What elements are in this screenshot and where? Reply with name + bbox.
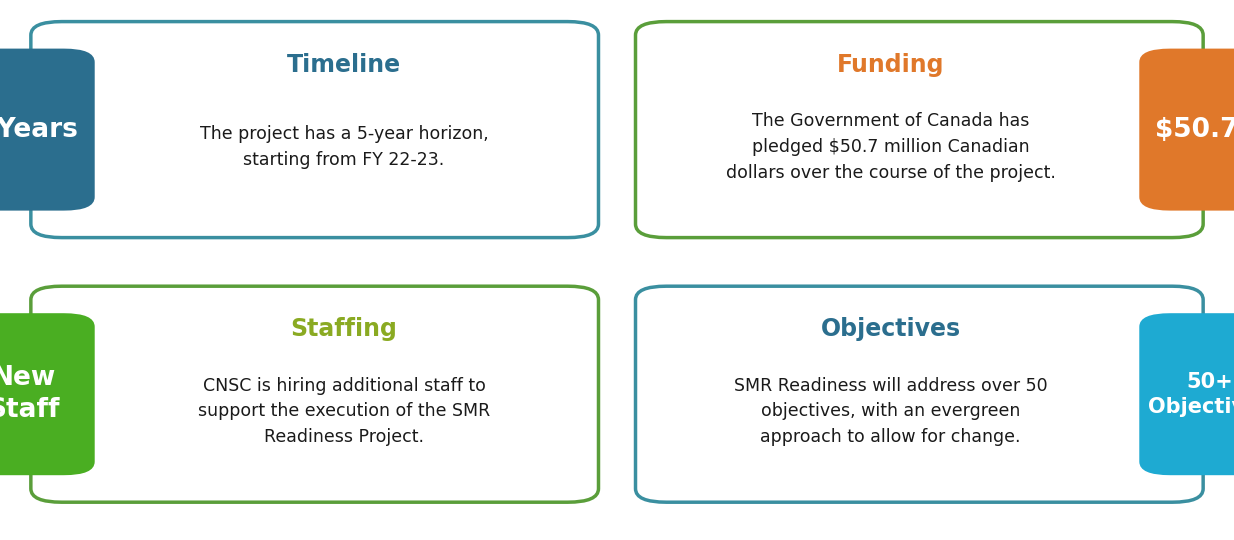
Text: Funding: Funding: [837, 53, 944, 77]
Text: Staffing: Staffing: [290, 318, 397, 341]
FancyBboxPatch shape: [0, 49, 95, 211]
Text: CNSC is hiring additional staff to
support the execution of the SMR
Readiness Pr: CNSC is hiring additional staff to suppo…: [197, 377, 490, 446]
Text: Timeline: Timeline: [288, 53, 401, 77]
FancyBboxPatch shape: [1139, 49, 1234, 211]
Text: $50.7M: $50.7M: [1155, 117, 1234, 143]
FancyBboxPatch shape: [636, 22, 1203, 238]
FancyBboxPatch shape: [636, 286, 1203, 502]
Text: The Government of Canada has
pledged $50.7 million Canadian
dollars over the cou: The Government of Canada has pledged $50…: [726, 112, 1055, 181]
Text: SMR Readiness will address over 50
objectives, with an evergreen
approach to all: SMR Readiness will address over 50 objec…: [734, 377, 1048, 446]
FancyBboxPatch shape: [0, 313, 95, 475]
FancyBboxPatch shape: [31, 286, 598, 502]
Text: Objectives: Objectives: [821, 318, 960, 341]
Text: The project has a 5-year horizon,
starting from FY 22-23.: The project has a 5-year horizon, starti…: [200, 125, 489, 168]
Text: New
Staff: New Staff: [0, 365, 60, 423]
Text: 50+
Objectives: 50+ Objectives: [1149, 372, 1234, 416]
FancyBboxPatch shape: [31, 22, 598, 238]
FancyBboxPatch shape: [1139, 313, 1234, 475]
Text: 5 Years: 5 Years: [0, 117, 78, 143]
